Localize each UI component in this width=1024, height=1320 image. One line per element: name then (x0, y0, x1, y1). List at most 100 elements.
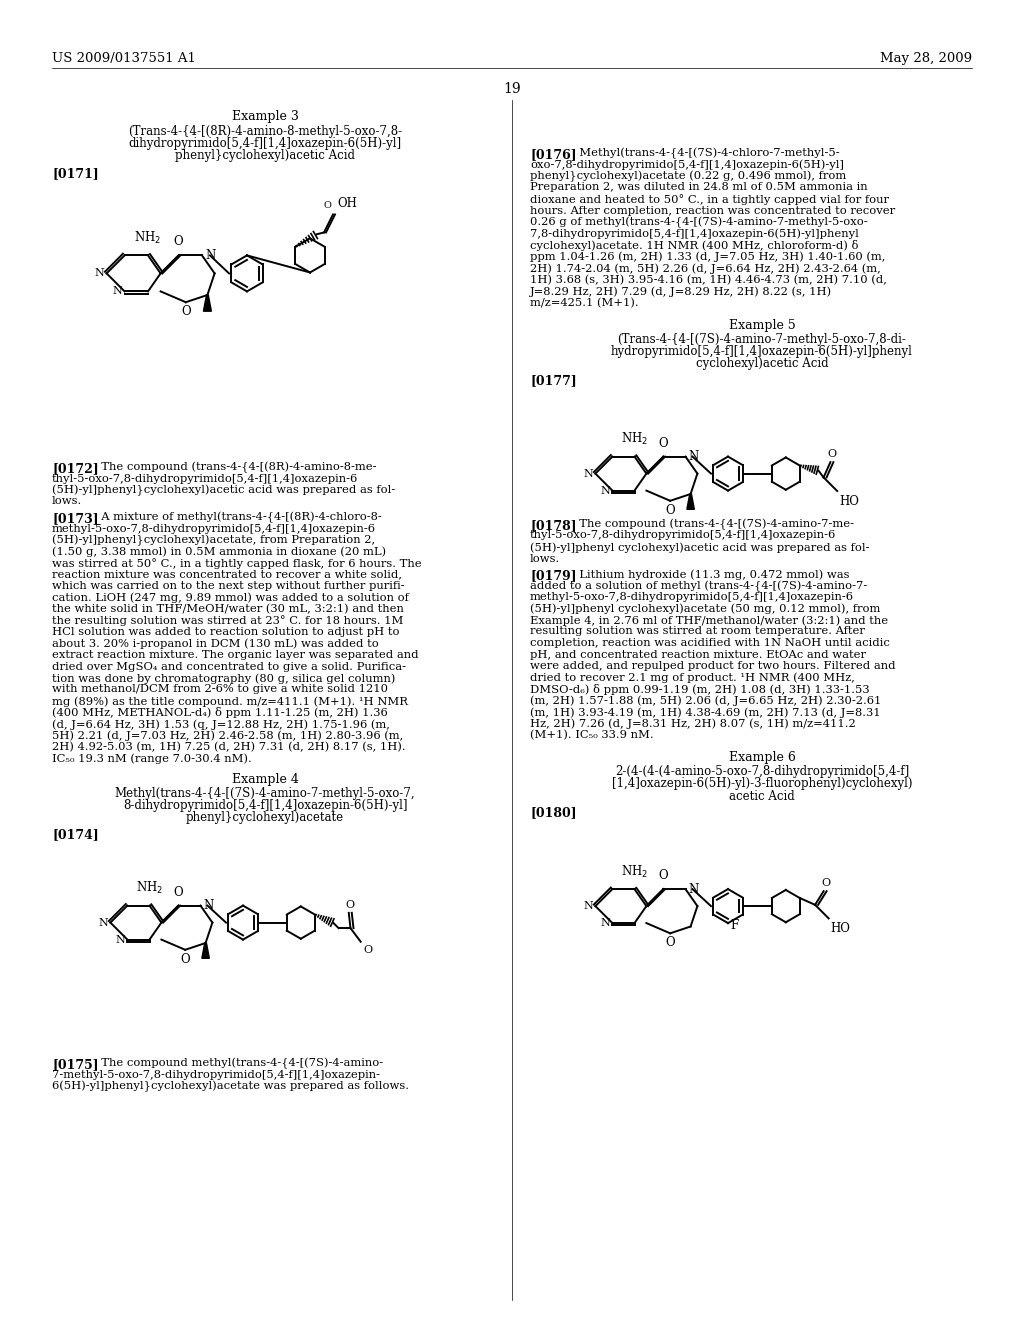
Text: was stirred at 50° C., in a tightly capped flask, for 6 hours. The: was stirred at 50° C., in a tightly capp… (52, 558, 422, 569)
Text: A mixture of methyl(trans-4-{4-[(8R)-4-chloro-8-: A mixture of methyl(trans-4-{4-[(8R)-4-c… (94, 512, 382, 523)
Text: [0172]: [0172] (52, 462, 98, 475)
Text: 2H) 1.74-2.04 (m, 5H) 2.26 (d, J=6.64 Hz, 2H) 2.43-2.64 (m,: 2H) 1.74-2.04 (m, 5H) 2.26 (d, J=6.64 Hz… (530, 263, 881, 273)
Text: O: O (180, 953, 190, 966)
Text: (5H)-yl]phenyl cyclohexyl)acetate (50 mg, 0.12 mmol), from: (5H)-yl]phenyl cyclohexyl)acetate (50 mg… (530, 603, 881, 614)
Text: methyl-5-oxo-7,8-dihydropyrimido[5,4-f][1,4]oxazepin-6: methyl-5-oxo-7,8-dihydropyrimido[5,4-f][… (530, 591, 854, 602)
Text: pH, and concentrated reaction mixture. EtOAc and water: pH, and concentrated reaction mixture. E… (530, 649, 866, 660)
Text: (d, J=6.64 Hz, 3H) 1.53 (q, J=12.88 Hz, 2H) 1.75-1.96 (m,: (d, J=6.64 Hz, 3H) 1.53 (q, J=12.88 Hz, … (52, 719, 390, 730)
Text: 6(5H)-yl]phenyl}cyclohexyl)acetate was prepared as follows.: 6(5H)-yl]phenyl}cyclohexyl)acetate was p… (52, 1081, 409, 1093)
Text: m/z=425.1 (M+1).: m/z=425.1 (M+1). (530, 297, 639, 308)
Text: NH$_2$: NH$_2$ (621, 863, 648, 879)
Text: cyclohexyl)acetic Acid: cyclohexyl)acetic Acid (695, 356, 828, 370)
Text: N: N (113, 286, 123, 297)
Text: The compound (trans-4-{4-[(8R)-4-amino-8-me-: The compound (trans-4-{4-[(8R)-4-amino-8… (94, 462, 377, 474)
Text: NH$_2$: NH$_2$ (136, 880, 163, 896)
Text: with methanol/DCM from 2-6% to give a white solid 1210: with methanol/DCM from 2-6% to give a wh… (52, 685, 388, 694)
Text: ppm 1.04-1.26 (m, 2H) 1.33 (d, J=7.05 Hz, 3H) 1.40-1.60 (m,: ppm 1.04-1.26 (m, 2H) 1.33 (d, J=7.05 Hz… (530, 252, 886, 263)
Text: HO: HO (840, 495, 859, 508)
Text: oxo-7,8-dihydropyrimido[5,4-f][1,4]oxazepin-6(5H)-yl]: oxo-7,8-dihydropyrimido[5,4-f][1,4]oxaze… (530, 160, 844, 170)
Text: were added, and repulped product for two hours. Filtered and: were added, and repulped product for two… (530, 661, 896, 671)
Text: NH$_2$: NH$_2$ (134, 230, 162, 246)
Text: (M+1). IC₅₀ 33.9 nM.: (M+1). IC₅₀ 33.9 nM. (530, 730, 653, 741)
Text: 1H) 3.68 (s, 3H) 3.95-4.16 (m, 1H) 4.46-4.73 (m, 2H) 7.10 (d,: 1H) 3.68 (s, 3H) 3.95-4.16 (m, 1H) 4.46-… (530, 275, 887, 285)
Text: phenyl}cyclohexyl)acetate: phenyl}cyclohexyl)acetate (186, 810, 344, 824)
Text: 2-(4-(4-(4-amino-5-oxo-7,8-dihydropyrimido[5,4-f]: 2-(4-(4-(4-amino-5-oxo-7,8-dihydropyrimi… (614, 766, 909, 779)
Text: hydropyrimido[5,4-f][1,4]oxazepin-6(5H)-yl]phenyl: hydropyrimido[5,4-f][1,4]oxazepin-6(5H)-… (611, 345, 913, 358)
Text: (400 MHz, METHANOL-d₄) δ ppm 1.11-1.25 (m, 2H) 1.36: (400 MHz, METHANOL-d₄) δ ppm 1.11-1.25 (… (52, 708, 388, 718)
Text: O: O (324, 202, 331, 210)
Text: O: O (174, 886, 183, 899)
Text: N: N (601, 486, 610, 495)
Text: [0178]: [0178] (530, 519, 577, 532)
Text: 7,8-dihydropyrimido[5,4-f][1,4]oxazepin-6(5H)-yl]phenyl: 7,8-dihydropyrimido[5,4-f][1,4]oxazepin-… (530, 228, 859, 239)
Text: IC₅₀ 19.3 nM (range 7.0-30.4 nM).: IC₅₀ 19.3 nM (range 7.0-30.4 nM). (52, 754, 252, 764)
Text: 5H) 2.21 (d, J=7.03 Hz, 2H) 2.46-2.58 (m, 1H) 2.80-3.96 (m,: 5H) 2.21 (d, J=7.03 Hz, 2H) 2.46-2.58 (m… (52, 730, 403, 741)
Text: 2H) 4.92-5.03 (m, 1H) 7.25 (d, 2H) 7.31 (d, 2H) 8.17 (s, 1H).: 2H) 4.92-5.03 (m, 1H) 7.25 (d, 2H) 7.31 … (52, 742, 406, 752)
Text: (m, 2H) 1.57-1.88 (m, 5H) 2.06 (d, J=6.65 Hz, 2H) 2.30-2.61: (m, 2H) 1.57-1.88 (m, 5H) 2.06 (d, J=6.6… (530, 696, 882, 706)
Text: [0179]: [0179] (530, 569, 577, 582)
Text: methyl-5-oxo-7,8-dihydropyrimido[5,4-f][1,4]oxazepin-6: methyl-5-oxo-7,8-dihydropyrimido[5,4-f][… (52, 524, 376, 533)
Text: [0180]: [0180] (530, 807, 577, 820)
Text: O: O (345, 900, 354, 909)
Text: reaction mixture was concentrated to recover a white solid,: reaction mixture was concentrated to rec… (52, 569, 402, 579)
Text: phenyl}cyclohexyl)acetic Acid: phenyl}cyclohexyl)acetic Acid (175, 149, 355, 162)
Text: The compound methyl(trans-4-{4-[(7S)-4-amino-: The compound methyl(trans-4-{4-[(7S)-4-a… (94, 1059, 383, 1069)
Text: resulting solution was stirred at room temperature. After: resulting solution was stirred at room t… (530, 627, 865, 636)
Text: N: N (584, 902, 593, 911)
Text: [0171]: [0171] (52, 168, 98, 180)
Text: Methyl(trans-4-{4-[(7S)-4-chloro-7-methyl-5-: Methyl(trans-4-{4-[(7S)-4-chloro-7-methy… (572, 148, 840, 160)
Text: dihydropyrimido[5,4-f][1,4]oxazepin-6(5H)-yl]: dihydropyrimido[5,4-f][1,4]oxazepin-6(5H… (128, 137, 401, 150)
Text: N: N (688, 883, 698, 895)
Text: dried to recover 2.1 mg of product. ¹H NMR (400 MHz,: dried to recover 2.1 mg of product. ¹H N… (530, 672, 855, 682)
Text: (5H)-yl]phenyl cyclohexyl)acetic acid was prepared as fol-: (5H)-yl]phenyl cyclohexyl)acetic acid wa… (530, 543, 869, 553)
Text: about 3. 20% i-propanol in DCM (130 mL) was added to: about 3. 20% i-propanol in DCM (130 mL) … (52, 639, 379, 649)
Text: N: N (95, 268, 104, 279)
Text: [0173]: [0173] (52, 512, 98, 525)
Text: 8-dihydropyrimido[5,4-f][1,4]oxazepin-6(5H)-yl]: 8-dihydropyrimido[5,4-f][1,4]oxazepin-6(… (123, 799, 408, 812)
Text: lows.: lows. (52, 496, 82, 507)
Text: O: O (821, 878, 830, 888)
Text: Example 4: Example 4 (231, 774, 298, 785)
Text: Preparation 2, was diluted in 24.8 ml of 0.5M ammonia in: Preparation 2, was diluted in 24.8 ml of… (530, 182, 867, 193)
Text: hours. After completion, reaction was concentrated to recover: hours. After completion, reaction was co… (530, 206, 895, 215)
Text: thyl-5-oxo-7,8-dihydropyrimido[5,4-f][1,4]oxazepin-6: thyl-5-oxo-7,8-dihydropyrimido[5,4-f][1,… (530, 531, 837, 540)
Text: (5H)-yl]phenyl}cyclohexyl)acetic acid was prepared as fol-: (5H)-yl]phenyl}cyclohexyl)acetic acid wa… (52, 484, 395, 496)
Text: O: O (666, 936, 675, 949)
Text: 19: 19 (503, 82, 521, 96)
Text: acetic Acid: acetic Acid (729, 789, 795, 803)
Text: O: O (181, 305, 190, 318)
Text: N: N (584, 469, 593, 479)
Text: cation. LiOH (247 mg, 9.89 mmol) was added to a solution of: cation. LiOH (247 mg, 9.89 mmol) was add… (52, 593, 409, 603)
Text: HCl solution was added to reaction solution to adjust pH to: HCl solution was added to reaction solut… (52, 627, 399, 638)
Text: [0176]: [0176] (530, 148, 577, 161)
Text: O: O (666, 504, 675, 517)
Text: HO: HO (830, 923, 851, 936)
Text: completion, reaction was acidified with 1N NaOH until acidic: completion, reaction was acidified with … (530, 638, 890, 648)
Text: The compound (trans-4-{4-[(7S)-4-amino-7-me-: The compound (trans-4-{4-[(7S)-4-amino-7… (572, 519, 854, 531)
Text: (Trans-4-{4-[(8R)-4-amino-8-methyl-5-oxo-7,8-: (Trans-4-{4-[(8R)-4-amino-8-methyl-5-oxo… (128, 125, 402, 139)
Text: (Trans-4-{4-[(7S)-4-amino-7-methyl-5-oxo-7,8-di-: (Trans-4-{4-[(7S)-4-amino-7-methyl-5-oxo… (617, 333, 906, 346)
Text: N: N (98, 917, 109, 928)
Text: N: N (116, 935, 125, 945)
Text: F: F (730, 919, 738, 932)
Text: mg (89%) as the title compound. m/z=411.1 (M+1). ¹H NMR: mg (89%) as the title compound. m/z=411.… (52, 696, 408, 706)
Text: N: N (205, 249, 215, 261)
Text: tion was done by chromatography (80 g, silica gel column): tion was done by chromatography (80 g, s… (52, 673, 395, 684)
Text: Example 3: Example 3 (231, 110, 298, 123)
Text: lows.: lows. (530, 553, 560, 564)
Text: O: O (364, 945, 373, 954)
Text: the white solid in THF/MeOH/water (30 mL, 3:2:1) and then: the white solid in THF/MeOH/water (30 mL… (52, 605, 403, 614)
Text: O: O (174, 235, 183, 248)
Text: N: N (204, 899, 214, 912)
Polygon shape (202, 942, 209, 958)
Text: US 2009/0137551 A1: US 2009/0137551 A1 (52, 51, 196, 65)
Text: [1,4]oxazepin-6(5H)-yl)-3-fluorophenyl)cyclohexyl): [1,4]oxazepin-6(5H)-yl)-3-fluorophenyl)c… (611, 777, 912, 791)
Polygon shape (204, 294, 211, 312)
Text: (m, 1H) 3.93-4.19 (m, 1H) 4.38-4.69 (m, 2H) 7.13 (d, J=8.31: (m, 1H) 3.93-4.19 (m, 1H) 4.38-4.69 (m, … (530, 708, 881, 718)
Text: (1.50 g, 3.38 mmol) in 0.5M ammonia in dioxane (20 mL): (1.50 g, 3.38 mmol) in 0.5M ammonia in d… (52, 546, 386, 557)
Text: cyclohexyl)acetate. 1H NMR (400 MHz, chloroform-d) δ: cyclohexyl)acetate. 1H NMR (400 MHz, chl… (530, 240, 858, 251)
Text: [0177]: [0177] (530, 374, 577, 387)
Text: which was carried on to the next step without further purifi-: which was carried on to the next step wi… (52, 581, 404, 591)
Text: added to a solution of methyl (trans-4-{4-[(7S)-4-amino-7-: added to a solution of methyl (trans-4-{… (530, 581, 867, 591)
Text: [0175]: [0175] (52, 1059, 98, 1071)
